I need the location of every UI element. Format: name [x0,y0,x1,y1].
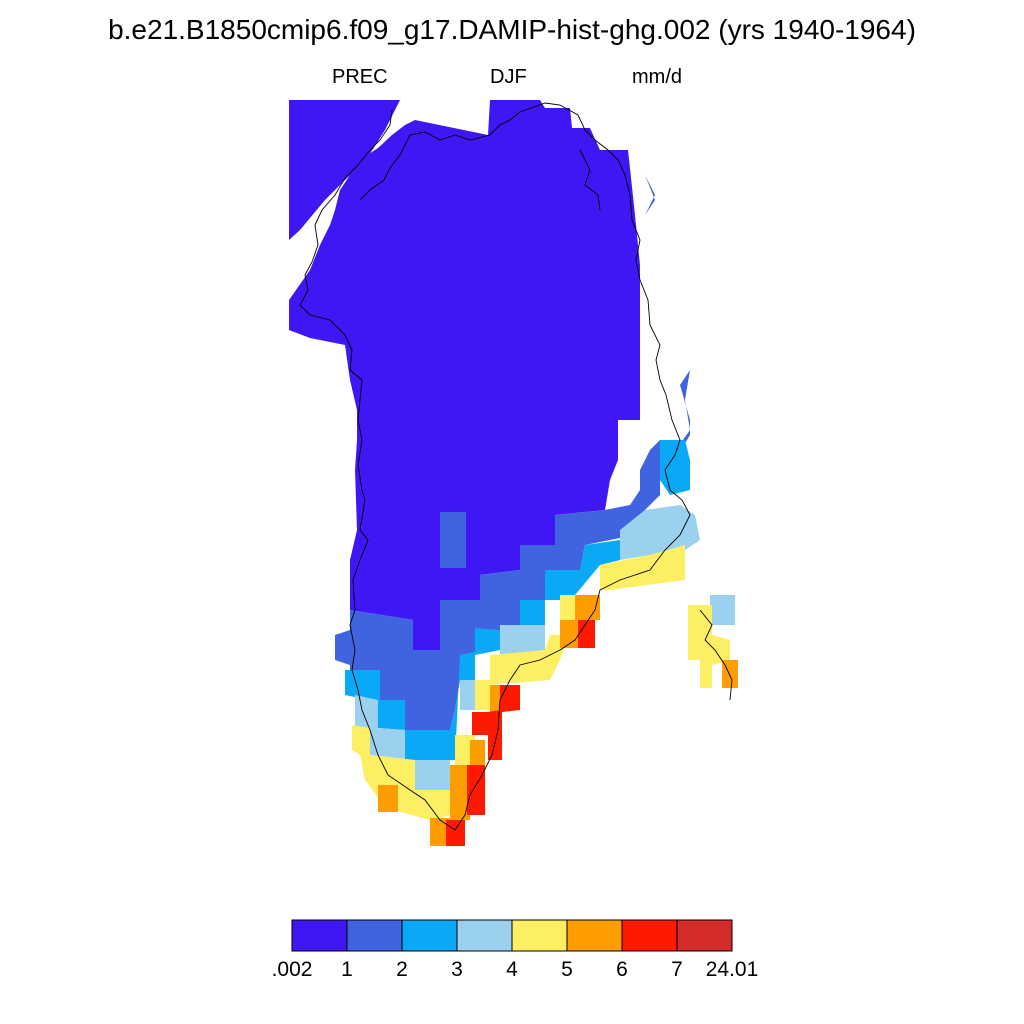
colorbar-tick-label: 1 [341,958,353,981]
field-orange [430,818,450,846]
colorbar-swatch [456,919,513,952]
field-yellow [600,545,685,590]
field-yellow [475,680,490,710]
colorbar-swatch [676,919,733,952]
field-light-blue [460,680,475,710]
colorbar-tick-label: 3 [451,958,463,981]
coastline [299,102,733,831]
figure-title: b.e21.B1850cmip6.f09_g17.DAMIP-hist-ghg.… [108,14,916,45]
variable-label: PREC [332,66,388,88]
field-orange [560,620,580,648]
field-light-blue [620,505,700,560]
colorbar-tick-label: 4 [506,958,518,981]
field-yellow [352,725,450,820]
field-yellow [560,595,575,620]
colorbar-tick-label: .002 [271,958,313,981]
colorbar-tick-label: 2 [396,958,408,981]
colorbar-swatch [566,919,623,952]
field-red [472,685,520,760]
colorbar-tick-label: 24.01 [705,958,759,981]
colorbar-swatch [621,919,678,952]
field-light-blue [710,595,735,625]
field-dark-blue [289,100,640,650]
units-label: mm/d [632,66,682,88]
season-label: DJF [490,66,527,88]
field-cyan [520,600,545,625]
colorbar-swatch [511,919,568,952]
field-cyan [545,540,620,600]
field-orange [470,740,485,765]
field-orange [378,785,398,812]
colorbar-swatch [291,919,348,952]
field-red [446,820,465,846]
field-mid-blue-patch [440,512,466,568]
field-yellow [490,635,570,685]
field-orange [575,595,600,620]
field-orange [450,765,470,820]
field-dark-blue [289,100,400,240]
colorbar-tick-label: 6 [616,958,628,981]
field-cyan [345,628,500,760]
colorbar-swatch [346,919,403,952]
field-light-blue [500,625,545,655]
colorbar-swatch [401,919,458,952]
field-light-blue [355,695,450,790]
field-yellow [688,605,730,688]
colorbar-swatches [291,919,733,952]
precip-field [289,100,738,846]
colorbar-tick-label: 5 [561,958,573,981]
colorbar-tick-label: 7 [671,958,683,981]
field-red [578,620,595,648]
